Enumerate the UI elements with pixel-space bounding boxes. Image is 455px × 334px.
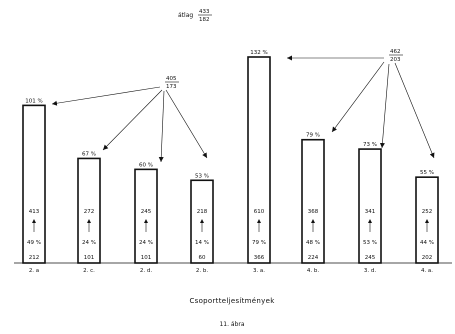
bar-value-label-1: 101 % [25,98,42,104]
bar-base-count-2: 101 [84,255,95,261]
bar-value-label-7: 73 % [363,142,377,148]
arrow-group2-to-4a [394,62,435,159]
bar-inner-percent-2: 24 % [82,240,96,246]
category-label-7: 3. d. [364,268,376,274]
category-label-4: 2. b. [196,268,208,274]
bar-base-count-7: 245 [365,255,376,261]
arrow-group1-to-2b [165,89,208,159]
bar-base-count-1: 212 [29,255,40,261]
bar-inner-arrowhead-7 [368,219,372,223]
bar-upper-count-3: 245 [141,209,152,215]
bar-base-count-5: 366 [254,255,265,261]
bar-base-count-6: 224 [308,255,319,261]
bar-upper-count-8: 252 [422,209,433,215]
bar-5 [247,56,271,264]
category-label-1: 2. a [29,268,39,274]
bar-inner-percent-7: 53 % [363,240,377,246]
bar-2 [77,157,101,264]
group-fraction-2-denominator: 203 [390,57,401,63]
chart-caption: Csoportteljesítmények [189,297,275,305]
category-label-3: 2. d. [140,268,152,274]
bar-inner-arrowhead-8 [425,219,429,223]
bar-inner-arrowhead-6 [311,219,315,223]
bar-base-count-8: 202 [422,255,433,261]
group-fraction-2-numerator: 462 [390,49,401,55]
category-label-5: 3. a. [253,268,265,274]
arrow-group2-to-4b [331,61,385,133]
bar-inner-arrowhead-5 [257,219,261,223]
bar-inner-percent-4: 14 % [195,240,209,246]
bars-layer: 101 % 413 49 % 212 2. a 67 % 272 24 % 101 2. c. 60… [22,50,439,274]
bar-inner-arrowhead-2 [87,219,91,223]
arrow-group1-to-2a [51,86,161,106]
category-label-6: 4. b. [307,268,319,274]
figure-label: 11. ábra [219,321,244,328]
arrow-group1-to-2c [102,89,163,151]
bar-inner-percent-6: 48 % [306,240,320,246]
bar-1 [22,104,46,264]
arrow-group2-to-3d [379,63,390,149]
category-label-8: 4. a. [421,268,433,274]
bar-upper-count-4: 218 [197,209,208,215]
bar-inner-percent-1: 49 % [27,240,41,246]
bar-inner-percent-3: 24 % [139,240,153,246]
group-fraction-1-denominator: 173 [166,84,177,90]
bar-upper-count-5: 610 [254,209,265,215]
category-label-2: 2. c. [83,268,95,274]
bar-6 [301,138,325,264]
bar-base-count-3: 101 [141,255,152,261]
bar-inner-arrowhead-4 [200,219,204,223]
bar-inner-arrowhead-1 [32,219,36,223]
bar-7 [358,148,382,264]
bar-inner-arrowhead-3 [144,219,148,223]
bar-upper-count-1: 413 [29,209,40,215]
bar-inner-percent-8: 44 % [420,240,434,246]
bar-inner-percent-5: 79 % [252,240,266,246]
average-label: átlag [178,12,193,19]
bar-3 [134,168,158,264]
group-fraction-1-numerator: 405 [166,76,177,82]
arrow-group1-to-2d [158,90,165,163]
bar-value-label-3: 60 % [139,162,153,168]
average-numerator: 433 [199,9,210,15]
bar-value-label-2: 67 % [82,151,96,157]
bar-value-label-8: 55 % [420,170,434,176]
bar-upper-count-7: 341 [365,209,376,215]
bar-base-count-4: 60 [199,255,206,261]
bar-value-label-4: 53 % [195,173,209,179]
bar-upper-count-6: 368 [308,209,319,215]
bar-upper-count-2: 272 [84,209,95,215]
bar-value-label-6: 79 % [306,133,320,139]
average-denominator: 182 [199,17,210,23]
bar-value-label-5: 132 % [250,50,267,56]
